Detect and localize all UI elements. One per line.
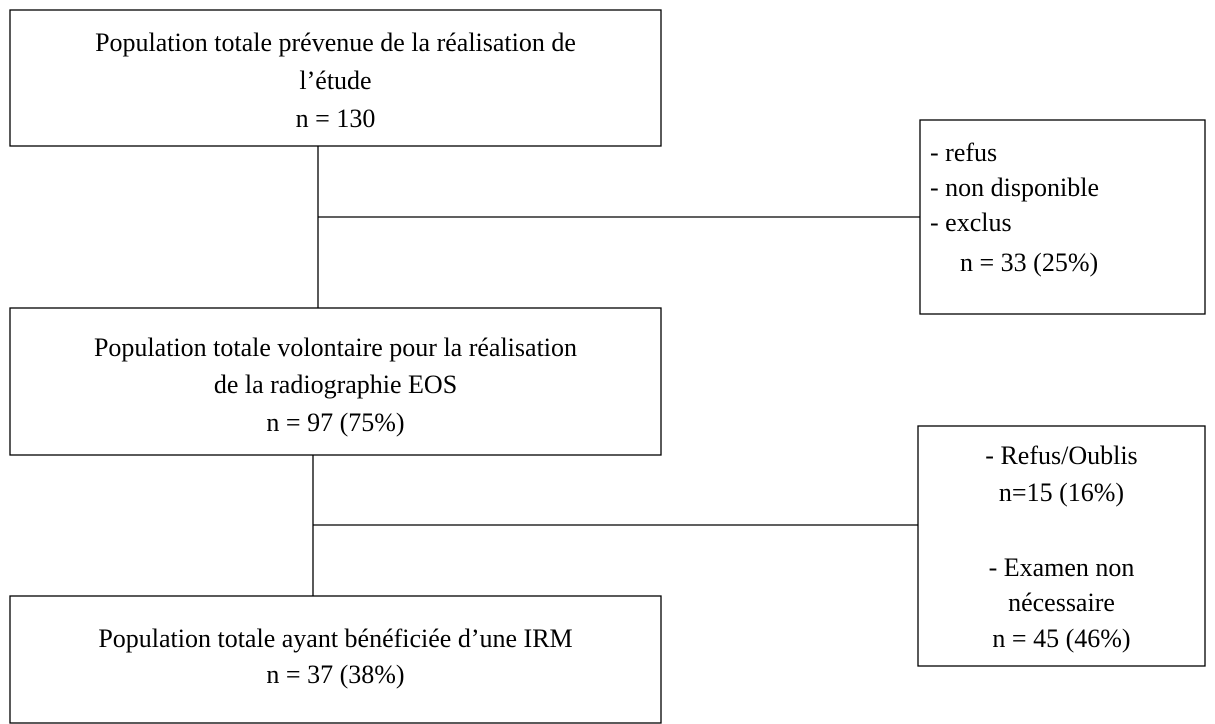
box-text: - Refus/Oublis — [985, 441, 1137, 470]
box-text: Population totale ayant bénéficiée d’une… — [98, 624, 572, 653]
box — [9, 9, 662, 147]
box-text: Population totale volontaire pour la réa… — [94, 333, 577, 362]
box-text: n = 45 (46%) — [992, 624, 1130, 653]
box — [9, 595, 662, 724]
box — [9, 307, 662, 456]
box-text: nécessaire — [1008, 588, 1115, 617]
box-text: - Examen non — [989, 553, 1135, 582]
box-text: n=15 (16%) — [999, 478, 1124, 507]
box-text: n = 97 (75%) — [266, 408, 404, 437]
box-text: Population totale prévenue de la réalisa… — [95, 28, 576, 57]
box — [917, 425, 1206, 667]
box-text: de la radiographie EOS — [214, 370, 457, 399]
box-text: l’étude — [299, 66, 371, 95]
box-text: n = 33 (25%) — [960, 248, 1098, 277]
box-text: - refus — [930, 138, 997, 167]
box-text: n = 37 (38%) — [266, 660, 404, 689]
box-text: n = 130 — [296, 104, 376, 133]
box — [919, 119, 1206, 315]
box-text: - exclus — [930, 208, 1012, 237]
box-text: - non disponible — [930, 173, 1099, 202]
